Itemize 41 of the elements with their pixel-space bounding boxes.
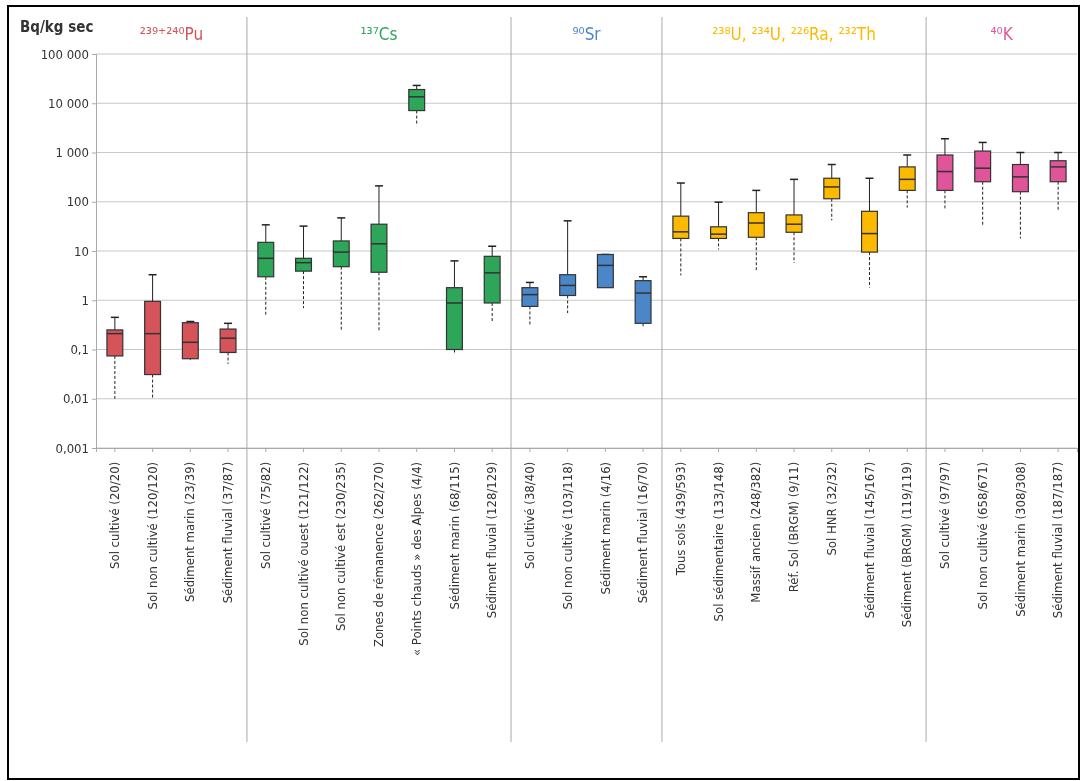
x-tick-label: Sol non cultivé ouest (121/122)	[295, 461, 311, 646]
y-tick-label: 10	[74, 243, 89, 259]
x-tick-label: Sol non cultivé (120/120)	[144, 461, 160, 610]
x-tick-label: Réf. Sol (BRGM) (9/11)	[786, 461, 802, 593]
x-tick-label: Sol non cultivé est (230/235)	[333, 461, 349, 632]
text: ⁹⁰Sr	[572, 24, 602, 44]
x-tick-label: Sol sédimentaire (133/148)	[710, 461, 726, 622]
y-tick-label: 0,01	[62, 391, 89, 407]
text: ⁴⁰K	[990, 24, 1014, 44]
y-tick-label: 1 000	[55, 145, 89, 161]
text: ²³⁸U, ²³⁴U, ²²⁶Ra, ²³²Th	[712, 24, 876, 44]
y-tick-label: 100 000	[40, 46, 89, 62]
x-tick-label: Sédiment fluvial (128/129)	[484, 461, 500, 619]
x-tick-label: Sol cultivé (20/20)	[107, 461, 123, 569]
y-tick-label: 1	[81, 292, 89, 308]
x-tick-label: Sol HNR (32/32)	[823, 461, 839, 556]
x-tick-label: Tous sols (439/593)	[672, 461, 688, 577]
x-tick-label: Sédiment marin (308/308)	[1012, 461, 1028, 617]
y-tick-label: 10 000	[48, 95, 89, 111]
x-tick-label: Sédiment marin (23/39)	[182, 461, 198, 602]
x-tick-label: Sol cultivé (38/40)	[522, 461, 538, 569]
x-tick-label: Sol non cultivé (658/671)	[974, 461, 990, 610]
x-tick-label: Sédiment fluvial (16/70)	[635, 461, 651, 604]
y-tick-label: 0,001	[55, 440, 89, 456]
text: ²³⁹⁺²⁴⁰Pu	[139, 24, 204, 44]
x-tick-label: Sol non cultivé (103/118)	[559, 461, 575, 610]
x-tick-label: Massif ancien (248/382)	[748, 461, 764, 603]
x-tick-label: Sol cultivé (75/82)	[257, 461, 273, 569]
x-tick-label: Sédiment fluvial (145/167)	[861, 461, 877, 619]
x-tick-label: Sédiment marin (68/115)	[446, 461, 462, 610]
x-tick-label: Sédiment marin (4/16)	[597, 461, 613, 595]
x-tick-label: Sédiment fluvial (187/187)	[1050, 461, 1066, 619]
x-tick-label: « Points chauds » des Alpes (4/4)	[408, 461, 424, 657]
text: ¹³⁷Cs	[360, 24, 398, 44]
y-tick-label: 100	[66, 194, 89, 210]
y-axis-title: Bq/kg sec	[20, 18, 94, 36]
y-tick-label: 0,1	[70, 342, 89, 358]
x-tick-label: Sol cultivé (97/97)	[937, 461, 953, 569]
x-tick-label: Sédiment fluvial (37/87)	[220, 461, 236, 604]
x-tick-label: Sédiment (BRGM) (119/119)	[899, 461, 915, 628]
x-tick-label: Zones de rémanence (262/270)	[371, 461, 387, 648]
